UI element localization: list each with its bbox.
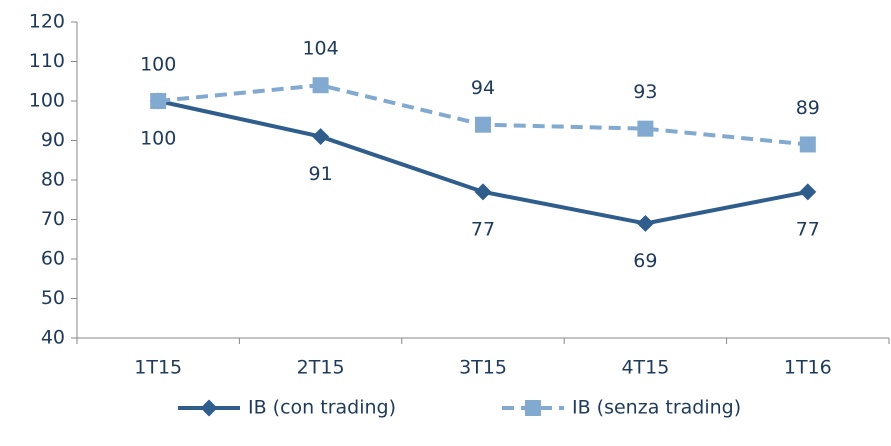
marker [474,183,492,201]
x-tick-label: 2T15 [297,357,345,379]
y-tick-label: 60 [41,248,65,270]
data-label: 77 [471,218,495,240]
marker [200,399,218,417]
data-label: 93 [633,81,657,103]
marker [312,77,329,94]
marker [525,400,541,416]
legend-label: IB (con trading) [248,397,396,419]
x-tick-label: 3T15 [459,357,507,379]
data-label: 104 [302,38,338,60]
x-tick-label: 1T16 [784,357,832,379]
data-label: 77 [796,218,820,240]
x-tick-label: 1T15 [134,357,182,379]
data-label: 91 [309,163,333,185]
data-label: 100 [140,128,176,150]
y-tick-label: 70 [41,208,65,230]
y-tick-label: 40 [41,327,65,349]
y-tick-label: 120 [29,11,65,33]
legend-label: IB (senza trading) [572,397,741,419]
marker [312,128,330,146]
y-tick-label: 110 [29,50,65,72]
data-label: 94 [471,77,495,99]
marker [150,93,167,109]
x-tick-label: 4T15 [621,357,669,379]
marker [637,120,654,137]
marker [799,136,816,153]
y-tick-label: 100 [29,90,65,112]
marker [799,183,817,201]
data-label: 89 [796,97,820,119]
data-label: 100 [140,54,176,76]
marker [475,116,491,133]
y-tick-label: 90 [41,129,65,151]
y-tick-label: 80 [41,169,65,191]
data-label: 69 [633,250,657,272]
marker [636,214,654,232]
y-tick-label: 50 [41,287,65,309]
